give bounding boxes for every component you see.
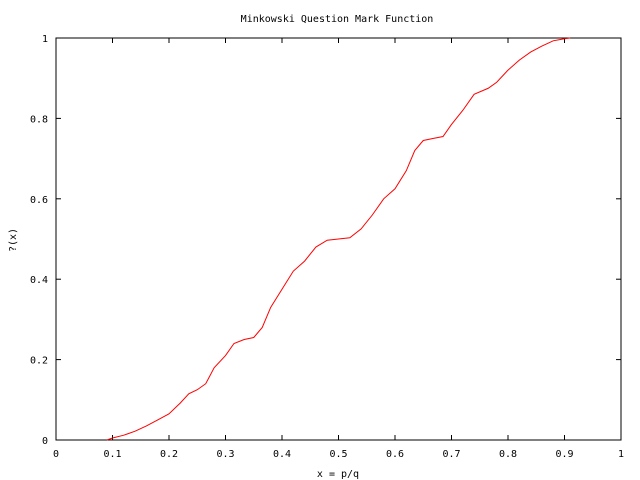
x-tick-label: 0.5 [329,449,347,460]
chart-title: Minkowski Question Mark Function [241,14,434,25]
y-tick-label: 0.4 [30,275,48,286]
x-tick-label: 1 [618,449,624,460]
x-tick-label: 0 [53,449,59,460]
x-tick-label: 0.9 [555,449,573,460]
y-axis-ticks: 0 0.2 0.4 0.6 0.8 1 [30,34,621,447]
y-tick-label: 1 [42,34,48,45]
x-tick-label: 0.8 [499,449,517,460]
x-axis-ticks: 0 0.1 0.2 0.3 0.4 0.5 0.6 0.7 0.8 0.9 1 [53,38,624,460]
x-axis-label: x = p/q [317,469,359,480]
x-tick-label: 0.4 [273,449,291,460]
x-tick-label: 0.3 [216,449,234,460]
x-tick-label: 0.2 [160,449,178,460]
series-line [106,37,571,441]
y-tick-label: 0 [42,436,48,447]
y-axis-label: ?(x) [8,228,19,252]
x-tick-label: 0.1 [103,449,121,460]
x-tick-label: 0.7 [442,449,460,460]
x-tick-label: 0.6 [386,449,404,460]
y-tick-label: 0.2 [30,356,48,367]
series-layer [106,37,571,441]
y-tick-label: 0.6 [30,195,48,206]
y-tick-label: 0.8 [30,114,48,125]
